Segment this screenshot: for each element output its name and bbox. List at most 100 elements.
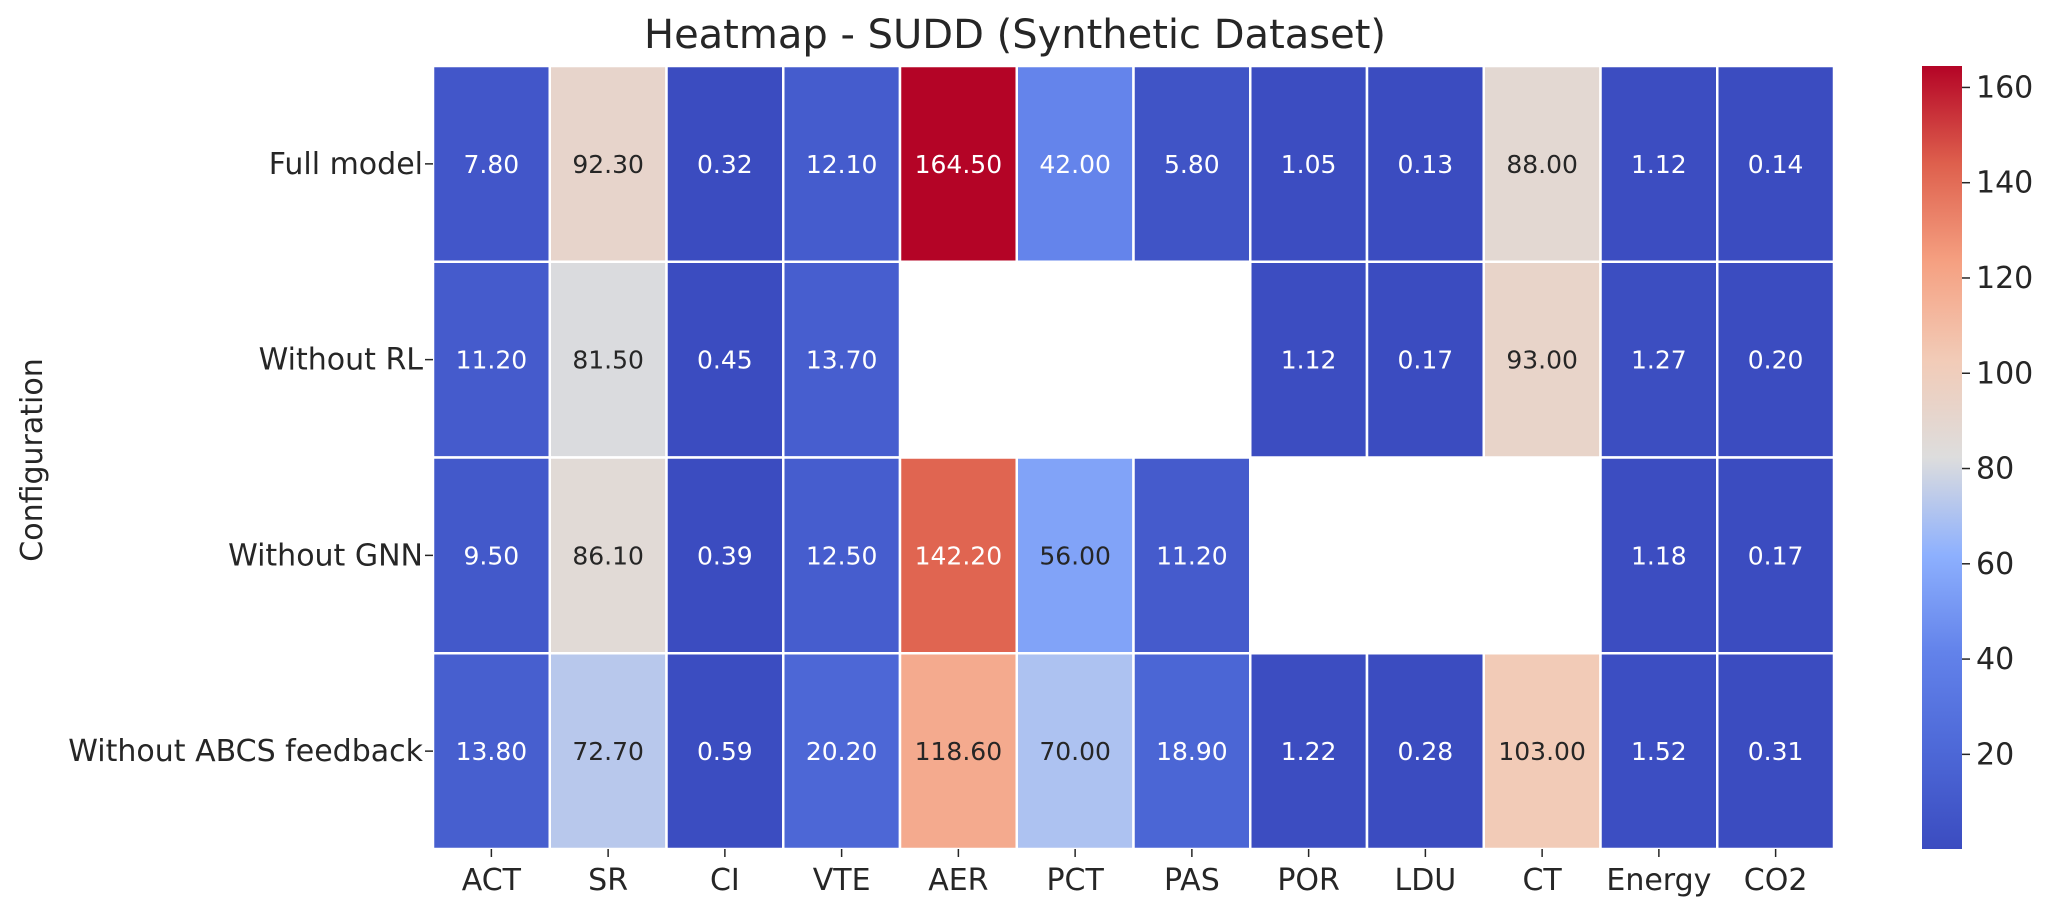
heatmap-cell [548, 64, 668, 263]
colorbar-tick-label: 100 [1976, 356, 2033, 391]
colorbar-tick-label: 40 [1976, 642, 2014, 677]
cell-value-label: 0.39 [697, 541, 753, 570]
heatmap-cell [665, 64, 785, 263]
cell-value-label: 56.00 [1039, 541, 1111, 570]
colorbar-tick-label: 140 [1976, 166, 2033, 201]
column-label: CO2 [1744, 863, 1808, 898]
colorbar-tick-label: 120 [1976, 261, 2033, 296]
heatmap-cell [1015, 64, 1135, 263]
cell-value-label: 0.31 [1748, 737, 1804, 766]
column-label: ACT [462, 863, 522, 898]
cell-value-label: 1.18 [1631, 541, 1687, 570]
cell-value-label: 0.14 [1748, 150, 1804, 179]
cell-value-label: 72.70 [572, 737, 644, 766]
heatmap-cell [431, 652, 551, 851]
cell-value-label: 142.20 [915, 541, 1002, 570]
heatmap-cell [782, 260, 902, 459]
cell-value-label: 92.30 [572, 150, 644, 179]
row-label: Without ABCS feedback [68, 734, 423, 769]
heatmap-cell [1249, 64, 1369, 263]
cell-value-label: 13.80 [456, 737, 528, 766]
cell-value-label: 88.00 [1506, 150, 1578, 179]
heatmap-cell [1132, 652, 1252, 851]
heatmap-cell [1716, 652, 1836, 851]
heatmap-cell [1132, 456, 1252, 655]
heatmap-cell [548, 456, 668, 655]
heatmap-cell [548, 260, 668, 459]
cell-value-label: 70.00 [1039, 737, 1111, 766]
cell-value-label: 5.80 [1164, 150, 1220, 179]
heatmap-cell [431, 64, 551, 263]
cell-value-label: 20.20 [806, 737, 878, 766]
heatmap-cell [1599, 260, 1719, 459]
heatmap-cell [1365, 260, 1485, 459]
column-label: POR [1277, 863, 1340, 898]
cell-value-label: 18.90 [1156, 737, 1228, 766]
column-label: PCT [1046, 863, 1104, 898]
y-axis-label: Configuration [15, 358, 50, 561]
heatmap-cell [898, 64, 1018, 263]
heatmap-cell [1716, 456, 1836, 655]
heatmap-cell [1482, 652, 1602, 851]
heatmap-cell [1482, 64, 1602, 263]
heatmap-cell [1249, 260, 1369, 459]
row-label: Without RL [259, 343, 424, 378]
heatmap-cell [431, 456, 551, 655]
colorbar-tick-label: 60 [1976, 547, 2014, 582]
cell-value-label: 11.20 [456, 346, 528, 375]
heatmap-cell [1599, 456, 1719, 655]
colorbar-ticks: 20 40 60 80 100 120 140 160 [1962, 70, 2033, 772]
cell-value-label: 0.32 [697, 150, 753, 179]
column-label: CT [1522, 863, 1562, 898]
column-label: CI [710, 863, 740, 898]
cell-value-label: 1.12 [1281, 346, 1337, 375]
cell-value-label: 0.13 [1398, 150, 1454, 179]
heatmap-cell [1716, 64, 1836, 263]
heatmap-cell [1015, 652, 1135, 851]
cell-value-label: 0.17 [1398, 346, 1454, 375]
column-label: SR [588, 863, 628, 898]
row-label: Full model [269, 147, 423, 182]
cell-value-label: 1.52 [1631, 737, 1687, 766]
heatmap-cell [1132, 64, 1252, 263]
cell-value-label: 93.00 [1506, 346, 1578, 375]
colorbar-tick-label: 80 [1976, 452, 2014, 487]
column-label: VTE [813, 863, 871, 898]
cell-value-label: 1.27 [1631, 346, 1687, 375]
heatmap-cells: 7.80 92.30 0.32 12.10 164.50 42.00 5.80 1.05 0.1… [431, 64, 1836, 851]
column-label: PAS [1164, 863, 1220, 898]
cell-value-label: 86.10 [572, 541, 644, 570]
cell-value-label: 0.45 [697, 346, 753, 375]
cell-value-label: 81.50 [572, 346, 644, 375]
cell-value-label: 12.50 [806, 541, 878, 570]
cell-value-label: 103.00 [1498, 737, 1585, 766]
cell-value-label: 42.00 [1039, 150, 1111, 179]
cell-value-label: 1.05 [1281, 150, 1337, 179]
heatmap-cell [1365, 652, 1485, 851]
heatmap-cell [1716, 260, 1836, 459]
heatmap-cell [782, 456, 902, 655]
cell-value-label: 9.50 [464, 541, 520, 570]
colorbar-tick-label: 160 [1976, 70, 2033, 105]
row-label: Without GNN [228, 538, 423, 573]
cell-value-label: 0.59 [697, 737, 753, 766]
colorbar-tick-label: 20 [1976, 737, 2014, 772]
cell-value-label: 7.80 [464, 150, 520, 179]
colorbar [1922, 66, 1962, 849]
cell-value-label: 0.28 [1398, 737, 1454, 766]
column-label: LDU [1394, 863, 1456, 898]
cell-value-label: 1.12 [1631, 150, 1687, 179]
cell-value-label: 13.70 [806, 346, 878, 375]
heatmap-cell [1482, 260, 1602, 459]
cell-value-label: 11.20 [1156, 541, 1228, 570]
column-labels: ACT SR CI VTE AER PCT PAS POR LDU CT Energy CO2 [462, 849, 1808, 898]
cell-value-label: 0.17 [1748, 541, 1804, 570]
cell-value-label: 1.22 [1281, 737, 1337, 766]
cell-value-label: 0.20 [1748, 346, 1804, 375]
cell-value-label: 164.50 [915, 150, 1002, 179]
column-label: Energy [1606, 863, 1711, 898]
cell-value-label: 118.60 [915, 737, 1002, 766]
heatmap-cell [1015, 456, 1135, 655]
chart-title: Heatmap - SUDD (Synthetic Dataset) [644, 12, 1386, 58]
